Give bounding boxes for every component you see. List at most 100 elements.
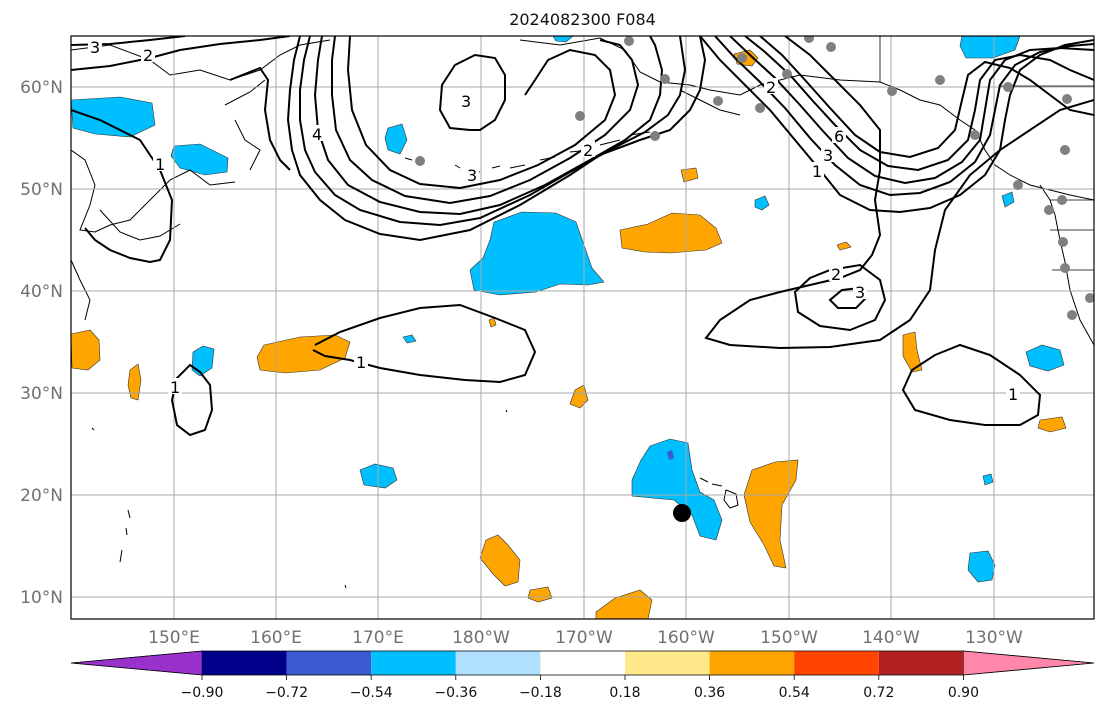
lon-label-130w: 130°W (965, 628, 1023, 648)
colorbar: −0.90 −0.72 −0.54 −0.36 −0.18 0.18 0.36 … (70, 650, 1095, 701)
negative-region (967, 550, 996, 583)
alaska-coastline (519, 37, 1094, 201)
station-marker (660, 74, 670, 84)
contour-label: 1 (155, 155, 165, 174)
colorbar-tick-label: −0.36 (434, 685, 477, 701)
contour-line (331, 36, 640, 205)
station-marker (575, 111, 585, 121)
state-borders (879, 36, 1094, 271)
negative-region (1001, 191, 1015, 208)
storm-position-marker (673, 504, 691, 522)
contour-line (71, 109, 174, 264)
lon-label-150e: 150°E (148, 628, 200, 648)
longitude-labels: 150°E 160°E 170°E 180°W 170°W 160°W 150°… (148, 628, 1023, 648)
contour-labels: 3 2 1 4 3 2 3 2 1 6 3 2 3 1 (88, 38, 1020, 404)
positive-region (619, 212, 723, 254)
contour-label: 1 (356, 353, 366, 372)
colorbar-tick-label: −0.18 (519, 685, 562, 701)
lon-label-150w: 150°W (760, 628, 818, 648)
contour-label: 3 (823, 146, 833, 165)
station-marker (650, 131, 660, 141)
lon-label-140w: 140°W (862, 628, 920, 648)
lon-label-160w: 160°W (657, 628, 715, 648)
contour-line (714, 36, 1094, 197)
latitude-labels: 60°N 50°N 40°N 30°N 20°N 10°N (20, 78, 63, 608)
station-marker (1003, 82, 1013, 92)
station-marker (782, 69, 792, 79)
positive-region (902, 331, 923, 373)
contour-line (71, 36, 291, 71)
contour-line (438, 53, 506, 131)
colorbar-tick-label: 0.36 (694, 685, 725, 701)
contour-label: 3 (461, 92, 471, 111)
station-markers (415, 36, 1094, 320)
contour-label: 2 (831, 265, 841, 284)
colorbar-segment (878, 651, 964, 675)
positive-region (479, 534, 521, 587)
station-marker (826, 42, 836, 52)
station-marker (1060, 263, 1070, 273)
positive-region (256, 334, 351, 374)
lon-label-160e: 160°E (250, 628, 302, 648)
contour-line (901, 343, 1042, 426)
colorbar-tick-label: 0.90 (948, 685, 979, 701)
contour-label: 2 (143, 46, 153, 65)
contour-line (299, 36, 687, 227)
colorbar-segment (286, 651, 372, 675)
colorbar-segment (963, 650, 1095, 676)
positive-region (127, 363, 142, 401)
positive-region (71, 329, 101, 371)
map-frame (71, 36, 1094, 619)
positive-region (488, 317, 497, 328)
asia-coastline (71, 39, 331, 321)
colorbar-segment (202, 651, 287, 675)
negative-region (170, 143, 229, 176)
lon-label-170w: 170°W (555, 628, 613, 648)
colorbar-tick-label: −0.90 (181, 685, 224, 701)
small-islands (91, 409, 508, 589)
negative-region (71, 96, 156, 138)
map-border (70, 35, 1095, 620)
station-marker (415, 156, 425, 166)
station-marker (970, 130, 980, 140)
negative-region (631, 438, 723, 541)
colorbar-segment (455, 651, 541, 675)
lat-label-60n: 60°N (20, 78, 63, 98)
contour-label: 1 (812, 162, 822, 181)
colorbar-segment (625, 651, 710, 675)
contour-line (313, 36, 664, 216)
negative-anomaly-regions (71, 36, 1065, 583)
colorbar-segment (794, 651, 879, 675)
positive-region (836, 241, 852, 251)
station-marker (1060, 145, 1070, 155)
positive-region (680, 167, 699, 183)
station-marker (1057, 195, 1067, 205)
contour-line (759, 36, 1094, 159)
hawaii-islands (699, 477, 739, 509)
station-marker (624, 36, 634, 46)
deep-negative-spot (667, 450, 674, 460)
lat-label-20n: 20°N (20, 486, 63, 506)
station-marker (1058, 237, 1068, 247)
negative-region (384, 123, 408, 155)
contour-label: 3 (855, 283, 865, 302)
colorbar-tick-label: 0.18 (609, 685, 640, 701)
colorbar-tick-label: 0.72 (863, 685, 894, 701)
contour-line (229, 66, 291, 171)
map-title: 2024082300 F084 (509, 10, 656, 29)
station-marker (1085, 293, 1094, 303)
contour-line (744, 36, 1094, 172)
contour-label: 2 (766, 78, 776, 97)
colorbar-segment (709, 651, 795, 675)
station-marker (1013, 180, 1023, 190)
lat-label-50n: 50°N (20, 180, 63, 200)
colorbar-tick-label: −0.54 (350, 685, 393, 701)
positive-region (1037, 416, 1067, 433)
station-marker (713, 96, 723, 106)
lat-label-30n: 30°N (20, 384, 63, 404)
negative-region (754, 195, 770, 211)
station-marker (887, 86, 897, 96)
contour-line (793, 263, 887, 332)
contour-label: 3 (467, 166, 477, 185)
